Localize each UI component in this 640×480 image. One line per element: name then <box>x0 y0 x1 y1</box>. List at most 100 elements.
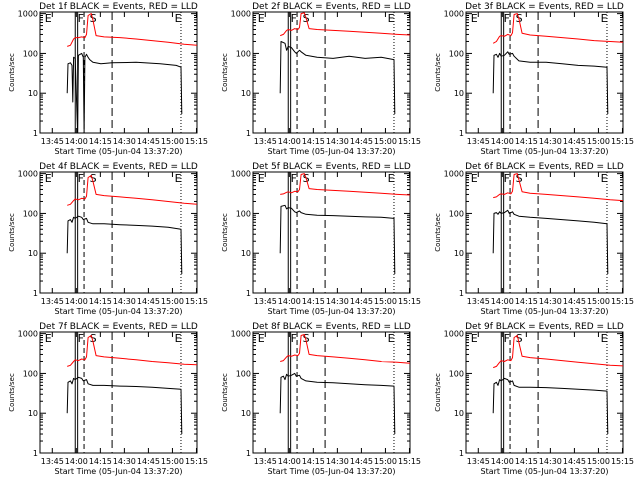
lld-series-line <box>493 173 624 202</box>
y-tick-label: 10 <box>454 249 464 258</box>
x-axis-label: Start Time (05-Jun-04 13:37:20) <box>481 147 609 156</box>
plot-frame <box>39 11 198 134</box>
x-tick-label: 13:45 <box>254 457 277 466</box>
x-tick-label: 14:15 <box>89 297 112 306</box>
y-tick-label: 100 <box>236 209 251 218</box>
lld-series-line <box>492 13 624 44</box>
plot-frame <box>252 331 411 454</box>
x-tick-label: 14:15 <box>515 137 538 146</box>
event-marker-label: E <box>258 332 265 345</box>
event-marker-label: E <box>175 172 182 185</box>
y-tick-label: 1 <box>459 129 464 138</box>
y-tick-label: 100 <box>236 369 251 378</box>
x-tick-label: 14:00 <box>491 297 514 306</box>
x-tick-label: 14:15 <box>515 457 538 466</box>
x-tick-label: 15:15 <box>398 137 421 146</box>
x-tick-label: 15:15 <box>611 457 634 466</box>
lld-series-line <box>67 335 198 367</box>
x-tick-label: 14:15 <box>302 297 325 306</box>
x-axis-label: Start Time (05-Jun-04 13:37:20) <box>268 467 396 476</box>
y-tick-label: 1 <box>246 129 251 138</box>
y-tick-label: 100 <box>23 49 38 58</box>
event-marker-label: F <box>78 172 84 185</box>
lld-series-line <box>493 335 624 369</box>
panel-title: Det 4f BLACK = Events, RED = LLD <box>39 162 198 172</box>
event-marker-label: S <box>303 332 310 345</box>
x-tick-label: 14:30 <box>113 137 136 146</box>
events-series-line <box>279 204 396 275</box>
lld-series-line <box>280 334 411 364</box>
y-axis-label: Counts/sec <box>8 53 16 92</box>
x-tick-label: 14:00 <box>278 457 301 466</box>
events-series-line <box>279 372 396 435</box>
y-tick-label: 1 <box>459 289 464 298</box>
x-tick-label: 15:00 <box>374 297 397 306</box>
y-tick-label: 1 <box>246 449 251 458</box>
y-tick-label: 1000 <box>231 170 251 179</box>
x-tick-label: 13:45 <box>254 137 277 146</box>
y-tick-label: 1000 <box>231 10 251 19</box>
y-axis-label: Counts/sec <box>434 213 442 252</box>
x-tick-label: 14:00 <box>65 457 88 466</box>
x-tick-label: 15:00 <box>161 457 184 466</box>
x-tick-label: 15:00 <box>374 457 397 466</box>
x-tick-label: 15:15 <box>398 457 421 466</box>
x-tick-label: 14:00 <box>278 297 301 306</box>
events-series-line <box>279 41 396 115</box>
event-marker-label: E <box>388 172 395 185</box>
x-tick-label: 14:30 <box>113 297 136 306</box>
x-tick-label: 13:45 <box>467 457 490 466</box>
event-marker-label: F <box>291 12 297 25</box>
y-tick-label: 100 <box>449 209 464 218</box>
y-tick-label: 1000 <box>444 330 464 339</box>
plot-frame <box>252 171 411 294</box>
event-marker-label: F <box>504 172 510 185</box>
plot-frame <box>39 171 198 294</box>
event-marker-label: F <box>504 12 510 25</box>
y-tick-label: 1 <box>246 289 251 298</box>
x-tick-label: 15:00 <box>587 137 610 146</box>
y-tick-label: 100 <box>449 369 464 378</box>
event-marker-label: S <box>90 332 97 345</box>
y-tick-label: 1000 <box>18 330 38 339</box>
y-axis-label: Counts/sec <box>434 53 442 92</box>
x-axis-label: Start Time (05-Jun-04 13:37:20) <box>268 307 396 316</box>
x-tick-label: 14:00 <box>65 297 88 306</box>
x-tick-label: 14:45 <box>563 137 586 146</box>
y-tick-label: 1 <box>33 289 38 298</box>
y-tick-label: 100 <box>449 49 464 58</box>
y-axis-label: Counts/sec <box>221 373 229 412</box>
event-marker-label: E <box>471 172 478 185</box>
y-tick-label: 1000 <box>18 170 38 179</box>
x-tick-label: 14:45 <box>137 297 160 306</box>
x-axis-label: Start Time (05-Jun-04 13:37:20) <box>268 147 396 156</box>
x-tick-label: 14:45 <box>350 457 373 466</box>
y-tick-label: 10 <box>241 409 251 418</box>
x-tick-label: 15:15 <box>185 297 208 306</box>
event-marker-label: E <box>471 332 478 345</box>
y-tick-label: 1000 <box>444 10 464 19</box>
lld-series-line <box>67 13 198 47</box>
event-marker-label: S <box>90 12 97 25</box>
x-axis-label: Start Time (05-Jun-04 13:37:20) <box>55 307 183 316</box>
y-tick-label: 10 <box>28 409 38 418</box>
panel-title: Det 5f BLACK = Events, RED = LLD <box>252 162 411 172</box>
x-tick-label: 13:45 <box>41 137 64 146</box>
events-series-line <box>66 52 183 134</box>
x-tick-label: 13:45 <box>467 297 490 306</box>
event-marker-label: E <box>45 332 52 345</box>
y-axis-label: Counts/sec <box>434 373 442 412</box>
event-marker-label: E <box>601 332 608 345</box>
event-marker-label: F <box>78 332 84 345</box>
x-axis-label: Start Time (05-Jun-04 13:37:20) <box>55 467 183 476</box>
x-tick-label: 14:00 <box>491 457 514 466</box>
x-tick-label: 14:15 <box>302 137 325 146</box>
lld-series-line <box>280 12 411 37</box>
x-tick-label: 13:45 <box>41 297 64 306</box>
